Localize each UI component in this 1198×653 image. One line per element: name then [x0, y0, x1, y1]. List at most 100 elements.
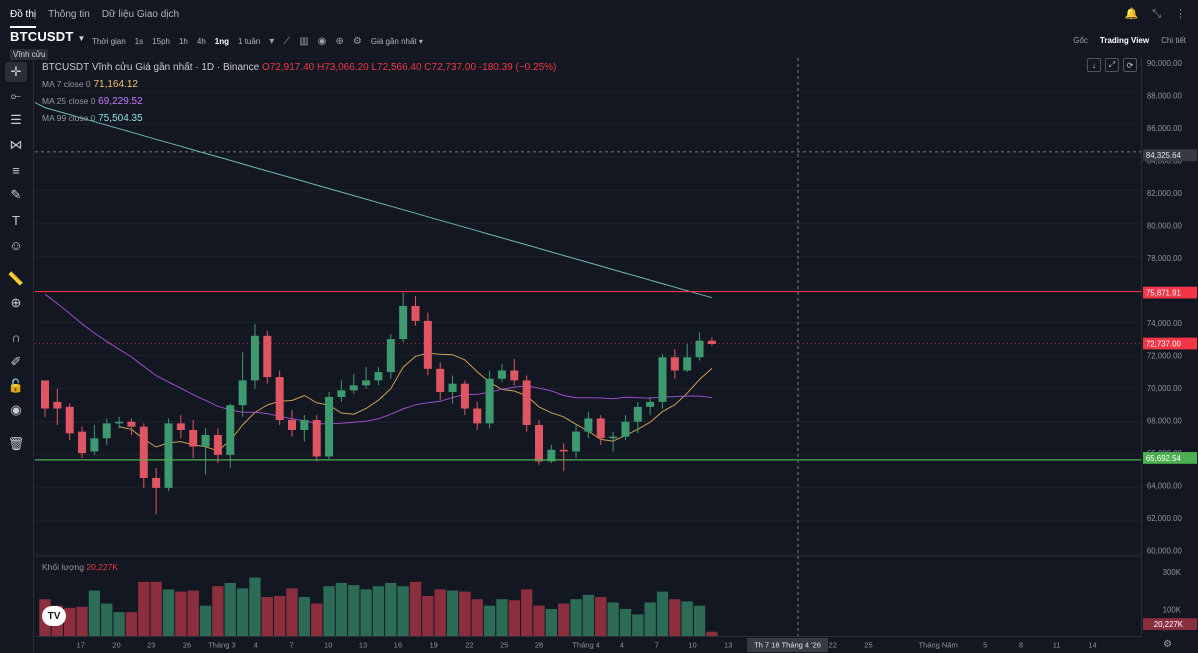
candlesticks [41, 292, 716, 515]
volume-tick-label: 300K [1163, 568, 1182, 577]
crosshair-icon[interactable]: ✛ [5, 62, 27, 82]
candle-body [707, 340, 716, 345]
symbol-selector[interactable]: BTCUSDT ▼ Vĩnh cửu [10, 29, 86, 62]
candle-body [584, 418, 593, 432]
add-icon[interactable]: ⊕ [335, 36, 344, 47]
time-axis[interactable]: 17 20 23 26 Tháng 3 4 7 10 13 16 19 22 25 28 Tháng 4 4 7… [35, 636, 1141, 653]
price-type-label: Giá gần nhất [370, 37, 417, 46]
candle-body [646, 401, 655, 407]
last-price-label-bg [1142, 337, 1198, 350]
price-tick-label: 80,000.00 [1147, 221, 1183, 230]
volume-tick-label: 100K [1163, 605, 1182, 614]
volume-bar [286, 588, 298, 636]
time-tick-label: 4 [620, 640, 624, 649]
top-navigation: Đồ thị Thông tin Dữ liệu Giao dịch 🔔 ⤡ ⋮ [0, 0, 1198, 28]
candle-body [695, 340, 704, 358]
axis-settings-icon[interactable]: ⚙ [1163, 639, 1172, 650]
volume-bar [409, 581, 422, 636]
time-tick-label: Tháng 3 [208, 640, 236, 649]
candle-body [115, 421, 124, 424]
volume-bar [311, 603, 323, 636]
timeframe-1s[interactable]: 1s [134, 37, 144, 46]
timeframe-4h[interactable]: 4h [196, 37, 206, 46]
volume-bar [76, 606, 88, 636]
volume-bar [162, 589, 175, 636]
bell-icon[interactable]: 🔔 [1124, 8, 1139, 20]
timeframe-1h[interactable]: 1h [178, 37, 188, 46]
lock-icon[interactable]: 🔓 [7, 378, 25, 393]
text-icon[interactable]: T [12, 212, 20, 228]
more-icon[interactable]: ⋮ [1175, 8, 1186, 20]
time-tick-label: 17 [77, 640, 85, 649]
tab-chart[interactable]: Đồ thị [10, 0, 37, 28]
price-type-selector[interactable]: Giá gần nhất ▾ [370, 37, 423, 46]
volume-bar [372, 586, 385, 636]
candle-body [275, 377, 284, 421]
price-chart[interactable] [35, 58, 1141, 638]
fullscreen-icon[interactable]: ⤢ [1105, 58, 1119, 72]
volume-bar [681, 601, 693, 636]
volume-bar [644, 602, 656, 636]
measure-lines-icon[interactable]: ≡ [12, 162, 20, 178]
candle-body [460, 383, 469, 409]
volume-bar [175, 591, 187, 636]
eye-icon[interactable]: ◉ [10, 402, 22, 417]
resistance-price-label: 75,871.91 [1146, 289, 1181, 298]
price-tick-label: 60,000.00 [1147, 546, 1183, 555]
chart-controls: ↓ ⤢ ⟳ [1087, 58, 1137, 72]
emoji-icon[interactable]: ☺ [9, 237, 23, 253]
legend-ohlc: O72,917.40 H73,066.20 L72,566.40 C72,737… [261, 62, 557, 73]
time-tick-label: 19 [429, 640, 437, 649]
lock-drawing-icon[interactable]: ✐ [10, 354, 22, 369]
refresh-icon[interactable]: ⟳ [1123, 58, 1137, 72]
candle-body [411, 306, 420, 321]
timeframe-1d[interactable]: 1ng [214, 37, 230, 46]
pattern-icon[interactable]: ⋈ [9, 137, 23, 152]
candle-body [201, 434, 210, 447]
candle-body [535, 425, 543, 462]
timeframe-15m[interactable]: 15ph [152, 37, 170, 46]
time-tick-label: Tháng 4 [572, 640, 600, 649]
volume-bar [459, 591, 471, 636]
tab-trading-data[interactable]: Dữ liệu Giao dịch [101, 9, 180, 20]
support-price-label-bg [1142, 452, 1198, 464]
volume-bar [385, 582, 397, 636]
volume-bar [199, 605, 212, 636]
collapse-icon[interactable]: ⤡ [1152, 8, 1161, 20]
horizontal-lines-icon[interactable]: ☰ [10, 112, 22, 127]
volume-bars [39, 577, 718, 636]
time-tick-label: 4 [254, 640, 258, 649]
chevron-down-icon[interactable]: ▾ [269, 36, 275, 47]
price-axis[interactable]: 90,000.0088,000.0086,000.0084,000.0082,0… [1141, 58, 1198, 638]
time-tick-label: 13 [724, 640, 732, 649]
chart-type-icon[interactable]: ⟋ [283, 36, 291, 47]
zoom-icon[interactable]: ⊕ [10, 295, 22, 310]
view-original[interactable]: Gốc [1073, 36, 1088, 45]
time-tick-label: 13 [359, 640, 367, 649]
candle-body [362, 380, 371, 386]
volume-bar [236, 588, 249, 636]
ma7-label: MA 7 close 0 [42, 79, 91, 89]
ruler-icon[interactable]: 📏 [7, 271, 25, 286]
candle-body [90, 438, 99, 452]
time-tick-label: 28 [535, 640, 543, 649]
volume-bar [558, 603, 570, 636]
indicators-icon[interactable]: ▥ [299, 36, 309, 47]
trash-icon[interactable]: 🗑 [7, 436, 25, 451]
price-tick-label: 88,000.00 [1147, 92, 1183, 101]
camera-icon[interactable]: ◉ [317, 36, 327, 47]
volume-bar [212, 586, 224, 636]
magnet-icon[interactable]: ∩ [11, 329, 21, 345]
view-depth[interactable]: Chi tiết [1161, 36, 1186, 45]
volume-bar [187, 590, 199, 636]
settings-icon[interactable]: ⚙ [352, 36, 362, 47]
view-tradingview[interactable]: Trading View [1099, 36, 1150, 45]
brush-icon[interactable]: ✎ [10, 187, 22, 202]
candle-body [547, 449, 556, 462]
crosshair-price-label: 84,325.64 [1146, 151, 1182, 160]
candle-body [53, 401, 62, 409]
timeframe-1w[interactable]: 1 tuần [238, 37, 261, 46]
arrow-down-icon[interactable]: ↓ [1087, 58, 1101, 72]
trendline-icon[interactable]: ⟜ [10, 88, 22, 103]
tab-info[interactable]: Thông tin [48, 9, 90, 20]
